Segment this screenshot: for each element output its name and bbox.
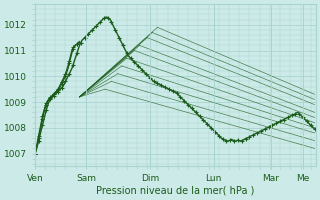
X-axis label: Pression niveau de la mer( hPa ): Pression niveau de la mer( hPa ): [96, 186, 254, 196]
